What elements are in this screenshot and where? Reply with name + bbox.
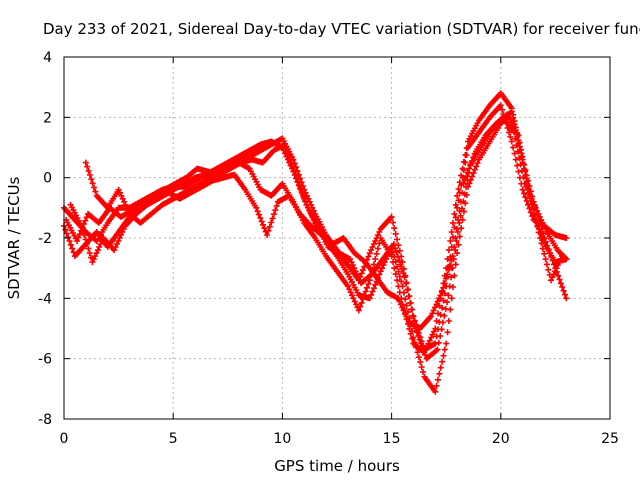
series-track-2: [61, 108, 570, 395]
y-tick-label: 4: [43, 50, 52, 66]
y-axis-label: SDTVAR / TECUs: [5, 176, 23, 299]
x-tick-label: 15: [383, 431, 401, 447]
series-layer: [61, 90, 570, 395]
chart-title: Day 233 of 2021, Sidereal Day-to-day VTE…: [43, 20, 640, 38]
grid-lines: [64, 57, 610, 419]
x-tick-labels: 0 5 10 15 20 25: [60, 431, 619, 447]
x-tick-label: 25: [601, 431, 619, 447]
x-axis-label: GPS time / hours: [274, 457, 400, 475]
y-tick-label: -2: [38, 231, 52, 247]
y-tick-label: -6: [38, 352, 52, 368]
series-points-track-4: [67, 111, 565, 332]
y-tick-label: -4: [38, 291, 52, 307]
y-tick-labels: -8 -6 -4 -2 0 2 4: [38, 50, 52, 428]
y-tick-label: 0: [43, 171, 52, 187]
x-tick-label: 0: [60, 431, 69, 447]
axis-ticks: [63, 56, 611, 420]
x-tick-label: 10: [273, 431, 291, 447]
series-track-5: [63, 114, 570, 362]
series-track-4: [67, 111, 565, 332]
x-tick-label: 5: [169, 431, 178, 447]
series-points-track-2: [61, 108, 570, 395]
x-tick-label: 20: [492, 431, 510, 447]
series-points-track-5: [63, 114, 570, 362]
y-tick-label: 2: [43, 110, 52, 126]
y-tick-label: -8: [38, 412, 52, 428]
